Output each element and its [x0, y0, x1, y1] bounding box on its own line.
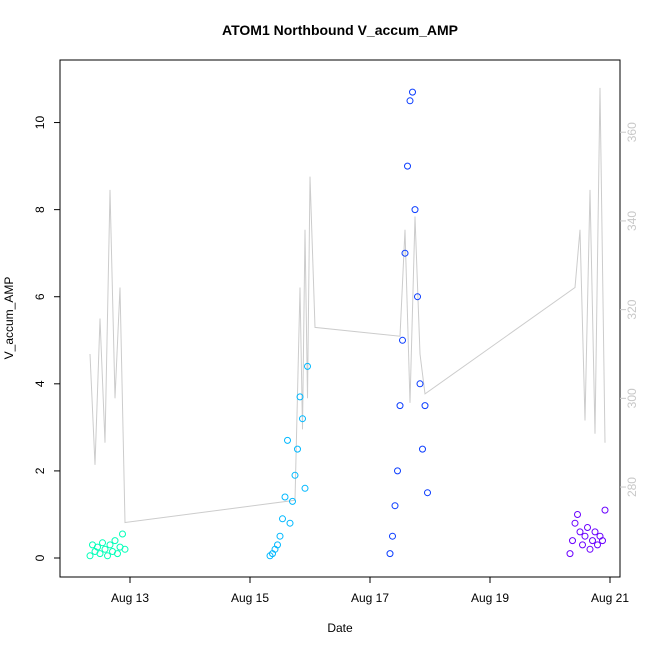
data-point: [414, 293, 421, 301]
voltage-line: [89, 87, 606, 524]
data-point: [416, 380, 424, 388]
data-point: [274, 541, 281, 549]
data-point: [409, 88, 416, 96]
data-point: [279, 515, 286, 523]
data-point: [401, 249, 409, 257]
y-tick-label: 4: [33, 380, 47, 387]
data-point: [576, 528, 584, 536]
data-point: [421, 402, 429, 410]
data-point: [591, 528, 599, 536]
y-tick-label: 10: [33, 116, 47, 130]
data-point: [599, 537, 606, 545]
data-point: [276, 532, 284, 540]
data-point: [106, 541, 114, 549]
y2-tick-label: 280: [625, 477, 639, 497]
data-point: [411, 206, 419, 214]
data-point: [294, 445, 301, 453]
data-point: [601, 506, 609, 514]
plot-frame: [59, 59, 621, 578]
axes-layer: Aug 13 Aug 15 Aug 17 Aug 19 Aug 21 0 2 4 6 8 10 280…: [33, 116, 639, 605]
data-point: [391, 502, 399, 510]
data-point: [579, 541, 586, 549]
y2-tick-label: 300: [625, 388, 639, 408]
y2-tick-label: 360: [625, 122, 639, 142]
data-point: [586, 545, 594, 553]
y-tick-label: 2: [33, 467, 47, 474]
data-point: [296, 393, 304, 401]
data-point: [121, 545, 129, 553]
data-point: [114, 550, 121, 558]
data-point: [101, 545, 109, 553]
data-point: [286, 519, 294, 527]
data-point: [594, 541, 601, 549]
data-point: [94, 543, 101, 551]
data-point: [281, 493, 289, 501]
x-tick-label: Aug 13: [111, 591, 149, 605]
data-point: [424, 489, 431, 497]
data-point: [299, 415, 306, 423]
data-point: [104, 552, 111, 560]
data-point: [99, 539, 106, 547]
data-point: [589, 537, 596, 545]
data-point: [584, 524, 591, 531]
data-point: [396, 402, 404, 410]
y-tick-label: 0: [33, 554, 47, 561]
y-tick-label: 6: [33, 293, 47, 300]
data-point: [289, 497, 296, 505]
y-axis-label: V_accum_AMP: [2, 277, 16, 360]
data-point: [394, 467, 401, 475]
data-point: [571, 519, 579, 527]
data-point: [119, 530, 126, 538]
data-point: [404, 162, 411, 170]
x-axis-label: Date: [327, 621, 353, 635]
data-point: [304, 362, 311, 370]
data-point: [406, 97, 414, 105]
data-point: [284, 436, 291, 444]
data-point: [96, 550, 104, 558]
data-point: [389, 532, 396, 540]
data-point: [581, 532, 589, 540]
data-point: [386, 550, 394, 558]
data-point: [574, 511, 581, 518]
chart-title: ATOM1 Northbound V_accum_AMP: [222, 22, 458, 38]
data-point: [566, 550, 574, 558]
points-layer: [86, 88, 609, 560]
voltage-line-layer: [89, 87, 606, 524]
y-tick-label: 8: [33, 206, 47, 213]
data-point: [419, 445, 426, 453]
x-tick-label: Aug 21: [591, 591, 629, 605]
data-point: [301, 484, 309, 492]
x-tick-label: Aug 17: [351, 591, 389, 605]
data-point: [291, 471, 299, 479]
data-point: [86, 552, 94, 560]
x-tick-label: Aug 19: [471, 591, 509, 605]
x-tick-label: Aug 15: [231, 591, 269, 605]
y2-tick-label: 320: [625, 299, 639, 319]
data-point: [399, 336, 406, 344]
y2-tick-label: 340: [625, 211, 639, 231]
data-point: [569, 537, 576, 545]
data-point: [111, 537, 119, 545]
